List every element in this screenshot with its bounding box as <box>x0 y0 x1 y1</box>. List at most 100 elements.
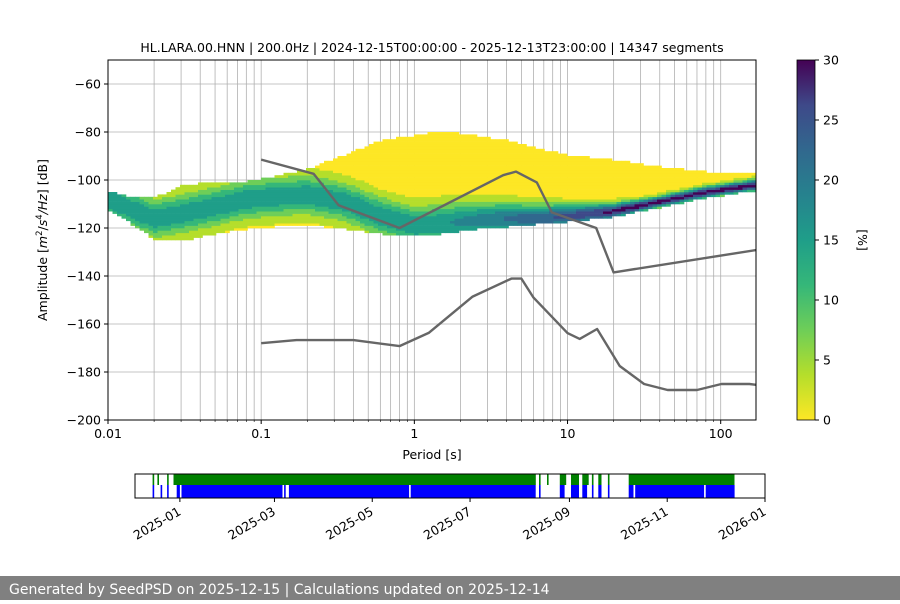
density-cell <box>490 194 496 198</box>
density-cell <box>643 201 649 205</box>
density-cell <box>598 160 604 164</box>
density-cell <box>441 148 446 152</box>
density-cell <box>337 216 343 219</box>
density-cell <box>625 163 631 166</box>
density-cell <box>598 189 604 193</box>
density-cell <box>459 136 464 140</box>
density-cell <box>198 187 203 190</box>
density-cell <box>477 141 482 145</box>
density-cell <box>616 194 622 198</box>
density-cell <box>540 175 545 178</box>
density-cell <box>202 213 208 217</box>
density-cell <box>634 163 640 166</box>
density-cell <box>445 187 451 190</box>
density-cell <box>603 172 608 176</box>
density-cell <box>355 216 361 219</box>
density-cell <box>297 184 302 188</box>
density-cell <box>252 208 257 212</box>
density-cell <box>180 187 185 190</box>
density-cell <box>351 194 356 198</box>
density-cell <box>270 204 275 207</box>
density-cell <box>414 199 419 202</box>
density-cell <box>562 165 568 169</box>
colorbar-tick-label: 0 <box>823 413 831 428</box>
density-cell <box>625 170 631 174</box>
density-cell <box>436 134 442 138</box>
density-cell <box>472 141 478 145</box>
density-cell <box>445 196 451 200</box>
density-cell <box>459 160 464 164</box>
density-cell <box>621 199 626 202</box>
density-cell <box>265 211 271 214</box>
density-cell <box>418 232 424 236</box>
density-cell <box>342 165 347 169</box>
density-cell <box>526 208 532 212</box>
density-cell <box>445 160 451 164</box>
density-cell <box>324 175 329 178</box>
density-cell <box>256 206 262 210</box>
density-cell <box>697 177 703 181</box>
density-cell <box>589 180 595 183</box>
density-cell <box>387 182 392 186</box>
density-cell <box>333 211 338 214</box>
density-cell <box>445 228 451 231</box>
density-cell <box>382 189 388 193</box>
density-cell <box>540 220 545 224</box>
density-cell <box>207 184 212 188</box>
density-cell <box>180 201 185 205</box>
density-cell <box>441 194 446 198</box>
density-cell <box>504 208 509 212</box>
density-cell <box>486 153 491 157</box>
density-cell <box>373 156 379 159</box>
density-cell <box>436 163 442 166</box>
x-tick-label: 0.01 <box>94 426 122 441</box>
density-cell <box>418 192 424 195</box>
density-cell <box>400 220 406 224</box>
density-cell <box>270 218 275 222</box>
density-cell <box>234 208 239 212</box>
density-cell <box>333 192 338 195</box>
density-cell <box>729 184 734 188</box>
density-cell <box>625 184 631 188</box>
density-cell <box>481 199 487 202</box>
density-cell <box>459 228 464 231</box>
density-cell <box>441 165 446 169</box>
density-cell <box>315 223 320 226</box>
density-cell <box>441 172 446 176</box>
density-cell <box>738 177 743 181</box>
density-cell <box>202 189 208 193</box>
density-cell <box>274 220 280 224</box>
density-cell <box>108 201 113 205</box>
density-cell <box>436 213 442 217</box>
density-cell <box>144 223 149 226</box>
density-cell <box>423 153 428 157</box>
density-cell <box>504 196 509 200</box>
density-cell <box>481 189 487 193</box>
density-cell <box>144 208 149 212</box>
density-cell <box>450 213 455 217</box>
density-cell <box>247 184 253 188</box>
density-cell <box>567 172 572 176</box>
density-cell <box>423 228 428 231</box>
density-cell <box>319 187 325 190</box>
density-cell <box>256 182 262 186</box>
density-cell <box>211 218 217 222</box>
density-cell <box>225 225 230 229</box>
density-cell <box>288 196 293 200</box>
density-cell <box>594 199 599 202</box>
density-cell <box>454 223 460 226</box>
density-cell <box>477 196 482 200</box>
density-cell <box>558 211 563 214</box>
density-cell <box>153 213 158 217</box>
density-cell <box>306 189 311 193</box>
density-cell <box>580 175 586 178</box>
density-cell <box>522 223 527 226</box>
density-cell <box>594 192 599 195</box>
density-cell <box>324 201 329 205</box>
density-cell <box>400 177 406 181</box>
density-cell <box>373 192 379 195</box>
density-cell <box>697 196 703 200</box>
density-cell <box>634 165 640 169</box>
density-cell <box>630 199 635 202</box>
density-cell <box>333 165 338 169</box>
